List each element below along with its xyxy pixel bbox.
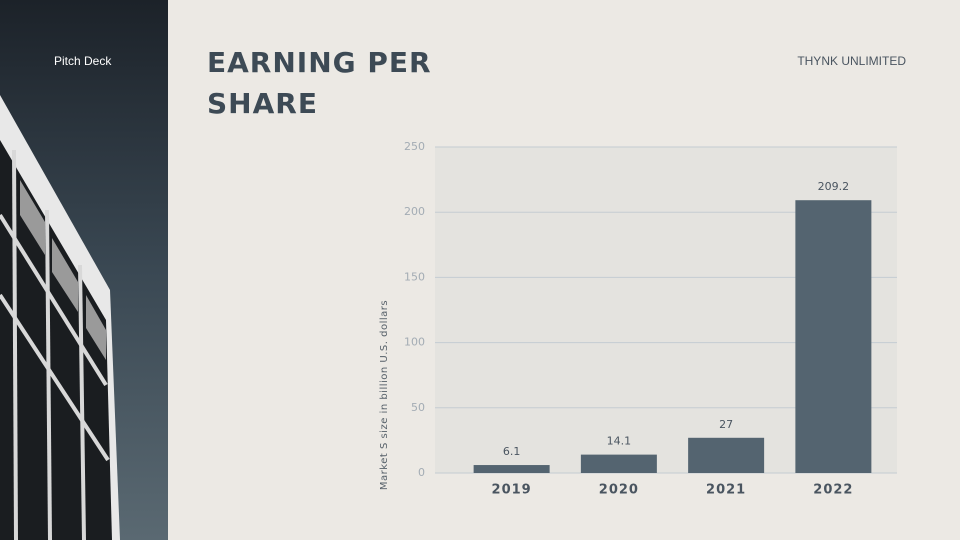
y-tick-label: 50 [411,401,425,414]
data-label: 14.1 [607,435,632,448]
data-label: 209.2 [818,180,850,193]
data-label: 6.1 [503,445,521,458]
x-tick-label: 2020 [599,483,639,498]
y-tick-label: 0 [418,466,425,479]
y-tick-label: 100 [404,336,425,349]
deck-label: Pitch Deck [54,54,112,68]
x-tick-label: 2019 [492,483,532,498]
data-label: 27 [719,418,733,431]
y-tick-label: 250 [404,140,425,153]
y-axis-label: Market S size in billion U.S. dollars [379,300,390,490]
bar [688,437,765,473]
chart-title: EARNING PER SHARE [207,46,432,120]
bar [473,465,550,473]
brand: THYNK UNLIMITED [797,54,906,68]
y-tick-label: 150 [404,270,425,283]
x-tick-label: 2022 [813,483,853,498]
building-image [0,0,168,540]
bar [580,454,657,473]
x-tick-label: 2021 [706,483,746,498]
y-tick-label: 200 [404,205,425,218]
plot-area [435,147,897,473]
bar [795,200,872,474]
